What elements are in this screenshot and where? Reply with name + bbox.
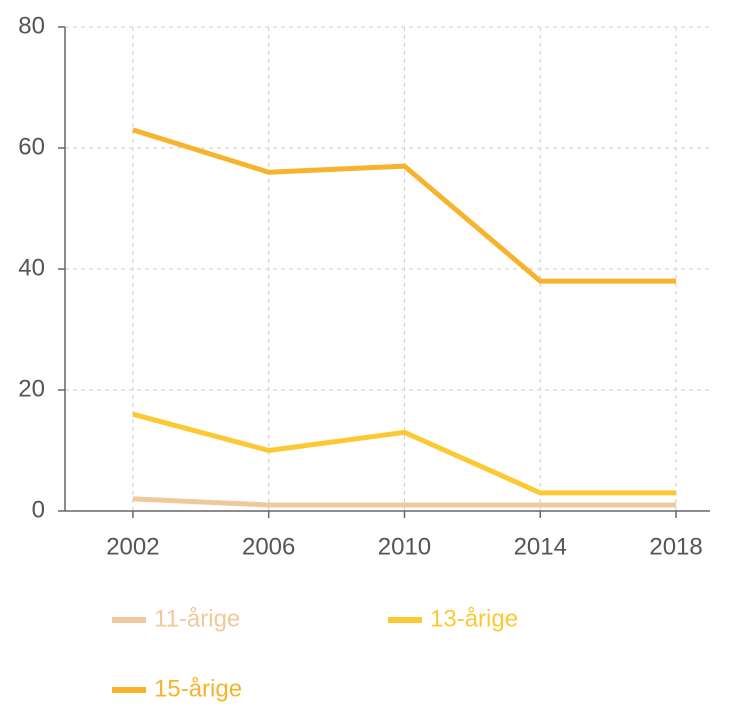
legend-label: 15-årige bbox=[154, 675, 242, 702]
y-tick-label: 40 bbox=[18, 254, 45, 281]
x-tick-label: 2006 bbox=[242, 533, 295, 560]
y-tick-label: 20 bbox=[18, 375, 45, 402]
x-tick-label: 2002 bbox=[106, 533, 159, 560]
x-tick-label: 2018 bbox=[649, 533, 702, 560]
series-line bbox=[132, 496, 677, 508]
series-line bbox=[132, 127, 677, 284]
x-tick-label: 2014 bbox=[514, 533, 567, 560]
x-tick-label: 2010 bbox=[378, 533, 431, 560]
y-tick-label: 0 bbox=[32, 496, 45, 523]
y-tick-label: 60 bbox=[18, 133, 45, 160]
legend-label: 11-årige bbox=[154, 605, 240, 632]
y-tick-label: 80 bbox=[18, 12, 45, 39]
legend-label: 13-årige bbox=[430, 605, 518, 632]
series-line bbox=[132, 411, 677, 496]
